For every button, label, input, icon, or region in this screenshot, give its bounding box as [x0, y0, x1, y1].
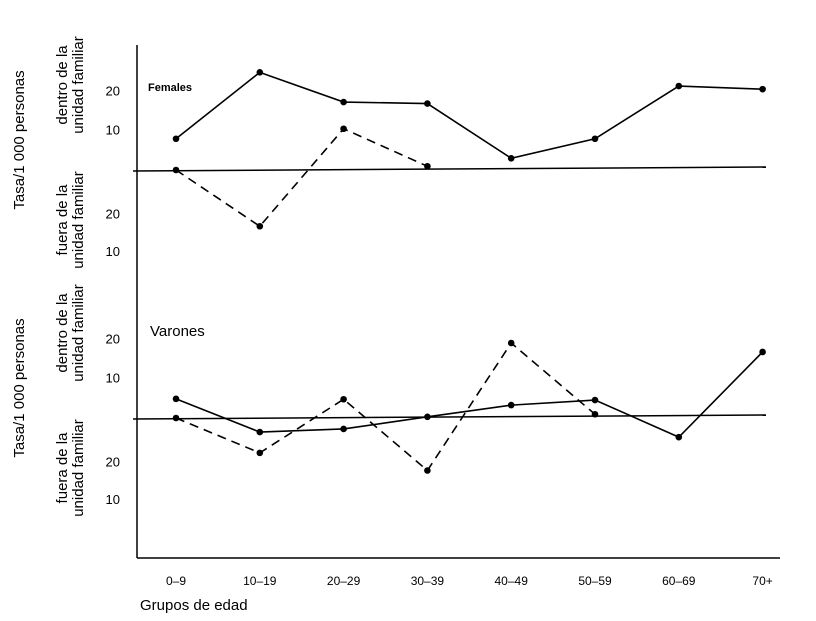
y-axis-label: Tasa/1 000 personas	[11, 70, 28, 209]
y-tick-label: 10	[106, 370, 120, 385]
baseline	[132, 414, 767, 420]
data-point	[256, 428, 264, 436]
x-tick-label: 0–9	[166, 574, 186, 588]
y-tick-label: 20	[106, 331, 120, 346]
data-point	[172, 414, 180, 422]
upper-label: dentro de la	[54, 293, 71, 373]
x-tick-label: 20–29	[327, 574, 361, 588]
lower-label: unidad familiar	[70, 419, 87, 517]
series-line	[175, 71, 763, 160]
y2-tick-label: 10	[106, 244, 120, 259]
data-point	[424, 100, 431, 107]
data-point	[340, 98, 347, 106]
data-point	[591, 135, 599, 143]
x-tick-label: 60–69	[662, 574, 696, 588]
data-point	[256, 69, 264, 76]
lower-label: fuera de la	[54, 432, 71, 504]
data-point	[172, 166, 180, 174]
data-point	[424, 467, 431, 474]
data-point	[759, 85, 766, 93]
y-axis-label: Tasa/1 000 personas	[11, 318, 28, 457]
data-point	[424, 413, 431, 421]
data-point	[172, 135, 180, 143]
x-tick-label: 10–19	[243, 574, 277, 588]
x-tick-label: 30–39	[411, 574, 445, 588]
data-point	[340, 425, 347, 433]
data-point	[675, 433, 683, 441]
x-tick-label: 70+	[752, 574, 772, 588]
data-point	[424, 162, 431, 170]
x-tick-label: 40–49	[495, 574, 529, 588]
upper-label: unidad familiar	[70, 36, 87, 134]
y-tick-label: 10	[106, 122, 120, 137]
data-point	[340, 395, 347, 403]
upper-label: unidad familiar	[70, 284, 87, 382]
data-point	[507, 154, 515, 162]
upper-label: dentro de la	[54, 45, 71, 125]
series-line	[175, 341, 596, 472]
data-point	[507, 339, 515, 347]
series-line	[175, 351, 764, 439]
data-point	[675, 82, 683, 90]
lower-label: fuera de la	[54, 184, 71, 256]
panel-label: Varones	[150, 323, 205, 340]
y-tick-label: 20	[106, 83, 120, 98]
data-point	[256, 449, 264, 457]
data-point	[591, 410, 599, 418]
data-point	[591, 396, 599, 404]
y2-tick-label: 20	[106, 206, 120, 221]
lower-label: unidad familiar	[70, 171, 87, 269]
data-point	[759, 348, 766, 356]
x-tick-label: 50–59	[578, 574, 612, 588]
x-axis-label: Grupos de edad	[140, 597, 248, 614]
data-point	[340, 125, 347, 133]
data-point	[507, 401, 515, 409]
y2-tick-label: 10	[106, 492, 120, 507]
data-point	[256, 222, 264, 230]
data-point	[172, 395, 180, 403]
panel-label: Females	[148, 82, 192, 94]
y2-tick-label: 20	[106, 454, 120, 469]
series-line	[175, 127, 428, 228]
baseline	[132, 166, 767, 172]
